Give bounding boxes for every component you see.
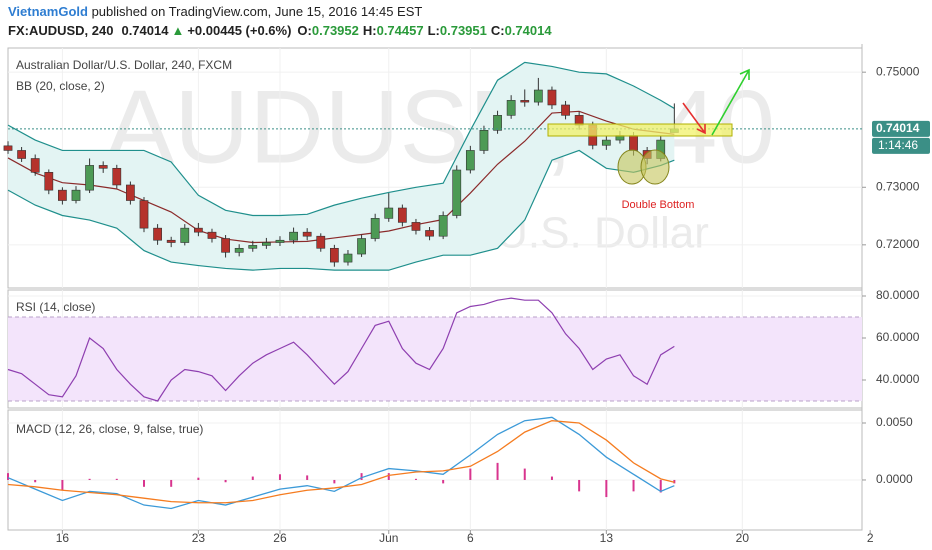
candle-body bbox=[58, 189, 67, 201]
candle-body bbox=[547, 89, 557, 106]
band-line bbox=[7, 61, 675, 217]
candle-body bbox=[452, 169, 462, 216]
countdown-label: 1:14:46 bbox=[878, 138, 918, 152]
chart-title: Australian Dollar/U.S. Dollar, 240, FXCM bbox=[16, 58, 232, 72]
candle-body bbox=[275, 239, 285, 243]
candle-body bbox=[153, 227, 162, 241]
candle-body bbox=[561, 104, 570, 116]
x-tick-label: Jun bbox=[379, 531, 398, 545]
x-tick-label: 16 bbox=[56, 531, 70, 545]
candle-body bbox=[520, 100, 530, 103]
candle-body bbox=[221, 238, 230, 253]
quote-line: FX:AUDUSD, 240 0.74014 ▲ +0.00445 (+0.6%) O:… bbox=[8, 23, 552, 38]
countdown-box bbox=[872, 137, 930, 154]
candle-body bbox=[194, 227, 203, 233]
candle-body bbox=[44, 172, 54, 191]
candle-body bbox=[166, 239, 176, 243]
foreground-layer: Double Bottom Australian Dollar/U.S. Dol… bbox=[16, 58, 750, 436]
candle-body bbox=[71, 189, 81, 201]
y-tick-label: 0.73000 bbox=[876, 179, 920, 193]
x-tick-label: 26 bbox=[273, 531, 287, 545]
y-tick-label: 0.0000 bbox=[876, 472, 913, 486]
candle-body bbox=[261, 242, 271, 246]
c-label: C: bbox=[491, 23, 505, 38]
drawing-arrow bbox=[711, 68, 750, 136]
candle-body bbox=[3, 145, 13, 151]
y-tick-label: 0.72000 bbox=[876, 237, 920, 251]
candle-body bbox=[357, 238, 366, 255]
close: 0.74014 bbox=[505, 23, 553, 38]
candle-body bbox=[289, 231, 298, 241]
candle-body bbox=[180, 227, 190, 243]
symbol: FX:AUDUSD, 240 bbox=[8, 23, 113, 38]
x-tick-label: 6 bbox=[467, 531, 474, 545]
candle-body bbox=[234, 247, 244, 253]
arrow: ▲ bbox=[171, 23, 184, 38]
band-line bbox=[7, 149, 675, 271]
candle-body bbox=[384, 207, 394, 219]
band-fill bbox=[8, 317, 862, 402]
last-price-label: 0.74014 bbox=[876, 121, 920, 135]
rsi-line bbox=[7, 297, 675, 402]
candle-body bbox=[425, 230, 434, 237]
candle-body bbox=[465, 150, 475, 171]
author[interactable]: VietnamGold bbox=[8, 4, 88, 19]
candle-body bbox=[506, 100, 516, 116]
open: 0.73952 bbox=[312, 23, 359, 38]
candle-body bbox=[397, 207, 407, 223]
candle-body bbox=[601, 139, 611, 146]
candle-body bbox=[126, 184, 135, 201]
candle-body bbox=[207, 231, 217, 239]
published: published on TradingView.com, June 15, 2… bbox=[88, 4, 422, 19]
rsi-title: RSI (14, close) bbox=[16, 300, 95, 314]
candle-body bbox=[438, 215, 448, 237]
candle-body bbox=[370, 218, 380, 239]
candle-body bbox=[629, 135, 638, 151]
band-line bbox=[7, 110, 675, 244]
last-price-box bbox=[872, 120, 930, 137]
macd-title: MACD (12, 26, close, 9, false, true) bbox=[16, 422, 203, 436]
candle-body bbox=[248, 245, 258, 249]
candle-body bbox=[112, 167, 122, 186]
marks-layer: 0.72000 0.73000 0.75000 0.74014 1:14:46 40.00… bbox=[3, 61, 930, 545]
x-tick-label: 23 bbox=[192, 531, 206, 545]
candle-body bbox=[411, 222, 421, 231]
y-tick-label: 0.75000 bbox=[876, 64, 920, 78]
candle-body bbox=[17, 150, 26, 159]
indicator-label: BB (20, close, 2) bbox=[16, 79, 105, 93]
candle-body bbox=[85, 165, 94, 191]
x-tick-label: 20 bbox=[736, 531, 750, 545]
candle-body bbox=[98, 165, 108, 169]
h-label: H: bbox=[363, 23, 377, 38]
l-label: L: bbox=[428, 23, 440, 38]
candle-body bbox=[139, 200, 149, 229]
annotation: Double Bottom bbox=[622, 199, 695, 211]
y-tick-label: 40.0000 bbox=[876, 372, 920, 386]
candle-body bbox=[533, 89, 543, 103]
low: 0.73951 bbox=[440, 23, 487, 38]
candle-body bbox=[343, 253, 353, 263]
x-tick-label: 13 bbox=[600, 531, 614, 545]
o-label: O: bbox=[297, 23, 311, 38]
candle-body bbox=[329, 247, 339, 263]
macd-line bbox=[7, 420, 675, 504]
y-tick-label: 60.0000 bbox=[876, 330, 920, 344]
drawing-arrow bbox=[682, 102, 706, 135]
candle-body bbox=[493, 115, 502, 131]
high: 0.74457 bbox=[377, 23, 424, 38]
x-tick-label: 2 bbox=[867, 531, 874, 545]
change: +0.00445 (+0.6%) bbox=[187, 23, 291, 38]
price: 0.74014 bbox=[121, 23, 169, 38]
candle-body bbox=[316, 235, 326, 249]
candle-body bbox=[479, 130, 489, 151]
y-tick-label: 80.0000 bbox=[876, 288, 920, 302]
drawing-rectangle bbox=[547, 123, 733, 137]
drawing-circle bbox=[640, 149, 670, 185]
candle-body bbox=[302, 231, 312, 237]
header-line: VietnamGold published on TradingView.com… bbox=[8, 4, 422, 19]
candle-body bbox=[30, 158, 40, 173]
y-tick-label: 0.0050 bbox=[876, 415, 913, 429]
